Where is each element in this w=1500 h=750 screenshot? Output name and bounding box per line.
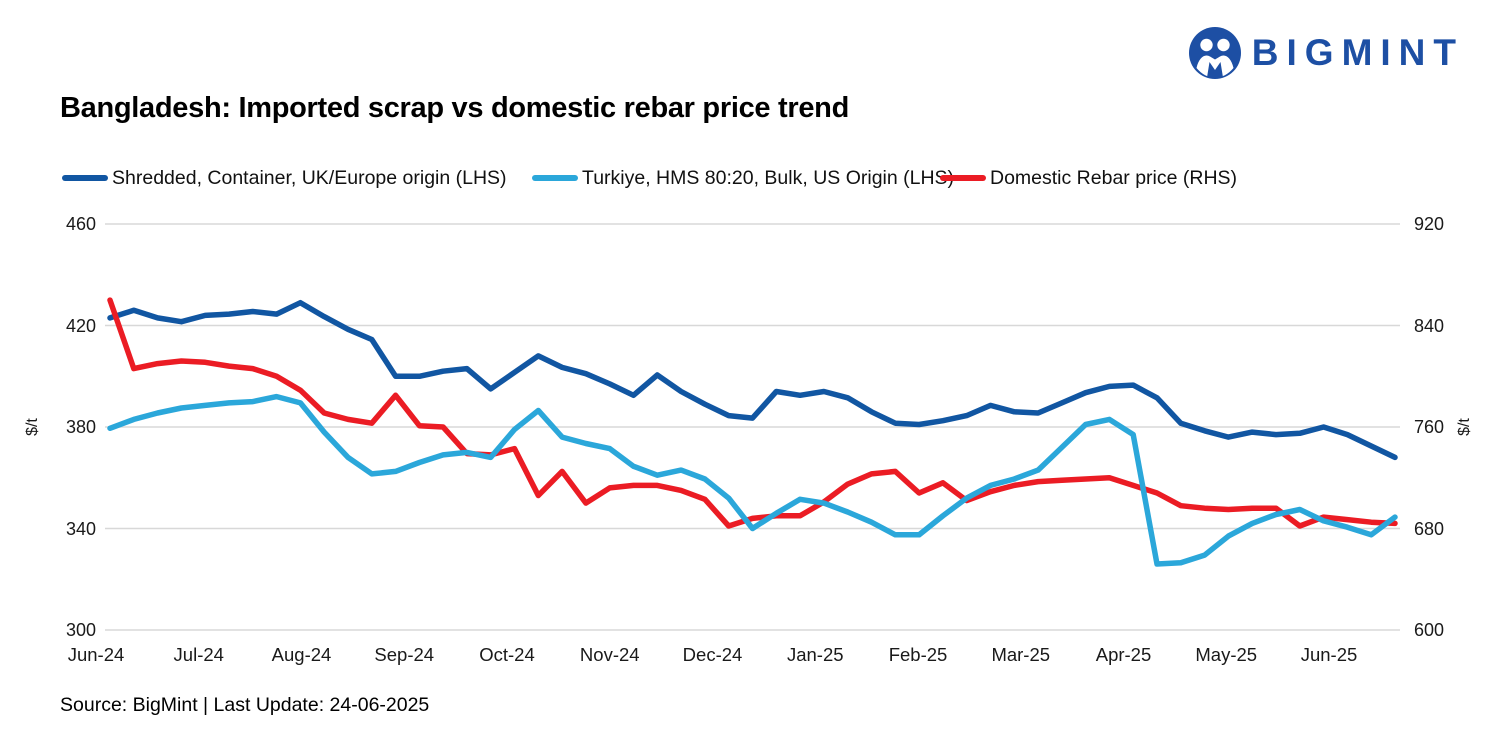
x-axis-tick-Dec-24: Dec-24 xyxy=(682,644,743,665)
left-axis-tick-460: 460 xyxy=(65,214,96,234)
series-line-1 xyxy=(107,393,1398,567)
legend-swatch-dark-blue-icon xyxy=(62,175,108,181)
source-note: Source: BigMint | Last Update: 24-06-202… xyxy=(60,694,430,716)
x-axis-tick-Jun-24: Jun-24 xyxy=(67,644,125,665)
x-axis-tick-May-25: May-25 xyxy=(1195,644,1258,665)
legend-item-rebar: Domestic Rebar price (RHS) xyxy=(940,165,1237,191)
x-axis-tick-Jan-25: Jan-25 xyxy=(786,644,844,665)
right-axis-tick-760: 760 xyxy=(1414,417,1445,437)
x-axis-tick-Feb-25: Feb-25 xyxy=(888,644,948,665)
x-axis-tick-Jun-25: Jun-25 xyxy=(1300,644,1358,665)
right-axis-tick-920: 920 xyxy=(1414,214,1445,234)
legend-swatch-red-icon xyxy=(940,175,986,181)
series-line-0 xyxy=(107,299,1398,461)
bigmint-logo-icon xyxy=(1188,27,1241,79)
legend-label-turkiye: Turkiye, HMS 80:20, Bulk, US Origin (LHS… xyxy=(582,166,955,189)
left-axis-tick-300: 300 xyxy=(65,620,96,640)
bigmint-logo-wordmark: BIGMINT xyxy=(1251,32,1464,73)
right-axis-tick-680: 680 xyxy=(1414,518,1445,539)
right-axis-tick-600: 600 xyxy=(1414,620,1445,640)
left-axis-tick-420: 420 xyxy=(65,315,96,336)
x-axis-tick-Mar-25: Mar-25 xyxy=(991,644,1051,665)
chart-legend: Shredded, Container, UK/Europe origin (L… xyxy=(0,165,1500,191)
legend-item-turkiye: Turkiye, HMS 80:20, Bulk, US Origin (LHS… xyxy=(532,165,954,191)
x-axis-tick-Sep-24: Sep-24 xyxy=(374,644,435,665)
bigmint-logo: BIGMINT xyxy=(1188,26,1464,80)
x-axis-tick-Aug-24: Aug-24 xyxy=(271,644,332,665)
x-axis-tick-Nov-24: Nov-24 xyxy=(579,644,640,665)
legend-swatch-light-blue-icon xyxy=(532,175,578,181)
left-axis-tick-380: 380 xyxy=(65,417,96,437)
right-axis-tick-840: 840 xyxy=(1414,315,1445,336)
series-line-2 xyxy=(107,297,1398,529)
left-axis-tick-340: 340 xyxy=(65,518,96,539)
legend-item-shredded: Shredded, Container, UK/Europe origin (L… xyxy=(62,165,507,191)
x-axis-tick-Jul-24: Jul-24 xyxy=(173,644,224,665)
legend-label-rebar: Domestic Rebar price (RHS) xyxy=(990,166,1238,189)
chart-title: Bangladesh: Imported scrap vs domestic r… xyxy=(60,92,849,124)
x-axis-tick-Apr-25: Apr-25 xyxy=(1095,644,1152,665)
legend-label-shredded: Shredded, Container, UK/Europe origin (L… xyxy=(112,166,507,189)
x-axis-tick-Oct-24: Oct-24 xyxy=(479,644,535,665)
